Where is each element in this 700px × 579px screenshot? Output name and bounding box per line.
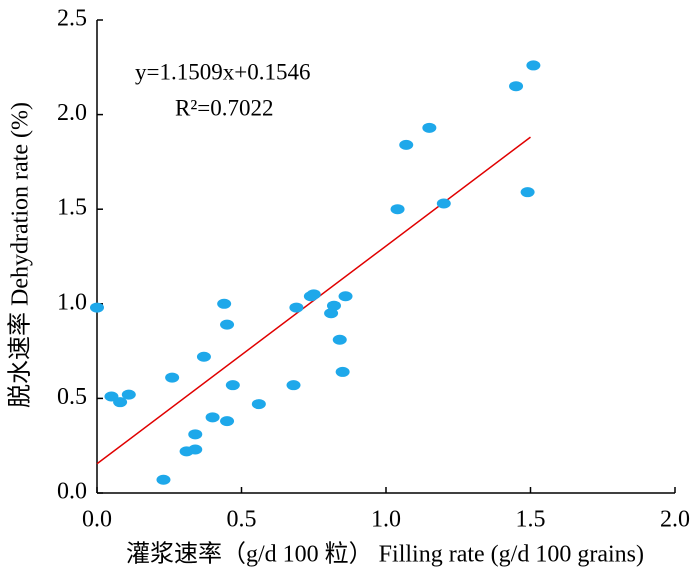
point [188, 444, 203, 455]
point [251, 399, 266, 410]
x-tick-label: 2.0 [660, 507, 690, 533]
x-tick-label: 0.5 [227, 507, 257, 533]
point [332, 334, 347, 345]
point [338, 291, 353, 302]
point [436, 198, 451, 209]
point [335, 366, 350, 377]
point [156, 474, 171, 485]
x-tick-label: 1.0 [371, 507, 401, 533]
point [165, 372, 180, 383]
point [90, 302, 104, 313]
point [188, 429, 203, 440]
y-tick-label: 0.0 [57, 479, 87, 505]
point [422, 122, 437, 133]
point [220, 416, 235, 427]
point [306, 289, 321, 300]
point [225, 380, 240, 391]
point [205, 412, 220, 423]
y-tick-label: 2.0 [57, 100, 87, 126]
y-tick-label: 2.5 [57, 6, 87, 32]
point [220, 319, 235, 330]
point [289, 302, 304, 313]
x-tick-label: 1.5 [516, 507, 546, 533]
y-tick-label: 1.0 [57, 289, 87, 315]
point [399, 139, 414, 150]
point [326, 300, 341, 311]
point [390, 204, 405, 215]
point [526, 60, 541, 71]
point [121, 389, 136, 400]
point [324, 308, 339, 319]
r-squared: R²=0.7022 [175, 95, 273, 120]
equation: y=1.1509x+0.1546 [135, 59, 310, 84]
point [217, 298, 232, 309]
point [113, 397, 128, 408]
y-axis-label: 脱水速率 Dehydration rate (%) [7, 102, 34, 408]
x-axis-label: 灌浆速率（g/d 100 粒） Filling rate (g/d 100 gr… [126, 541, 644, 568]
point [509, 81, 524, 92]
point [520, 187, 535, 198]
point [196, 351, 211, 362]
x-tick-label: 0.0 [82, 507, 112, 533]
point [286, 380, 301, 391]
y-tick-label: 1.5 [57, 195, 87, 221]
y-tick-label: 0.5 [57, 384, 87, 410]
